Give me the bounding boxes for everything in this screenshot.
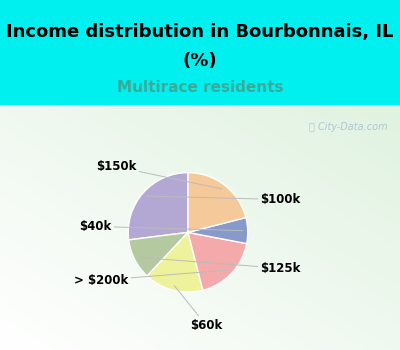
Wedge shape <box>188 173 246 232</box>
Text: (%): (%) <box>183 52 217 70</box>
Text: Multirace residents: Multirace residents <box>117 79 283 94</box>
Text: Income distribution in Bourbonnais, IL: Income distribution in Bourbonnais, IL <box>6 23 394 41</box>
Text: Ⓢ City-Data.com: Ⓢ City-Data.com <box>309 122 388 132</box>
Text: > $200k: > $200k <box>74 270 228 287</box>
Wedge shape <box>188 232 247 290</box>
Text: $40k: $40k <box>79 220 243 233</box>
Text: $150k: $150k <box>96 160 222 189</box>
Wedge shape <box>147 232 203 292</box>
Text: $60k: $60k <box>174 286 222 331</box>
Text: $100k: $100k <box>147 193 301 206</box>
Wedge shape <box>188 218 248 244</box>
Wedge shape <box>129 232 188 276</box>
Text: $125k: $125k <box>139 257 301 275</box>
Wedge shape <box>128 173 188 240</box>
